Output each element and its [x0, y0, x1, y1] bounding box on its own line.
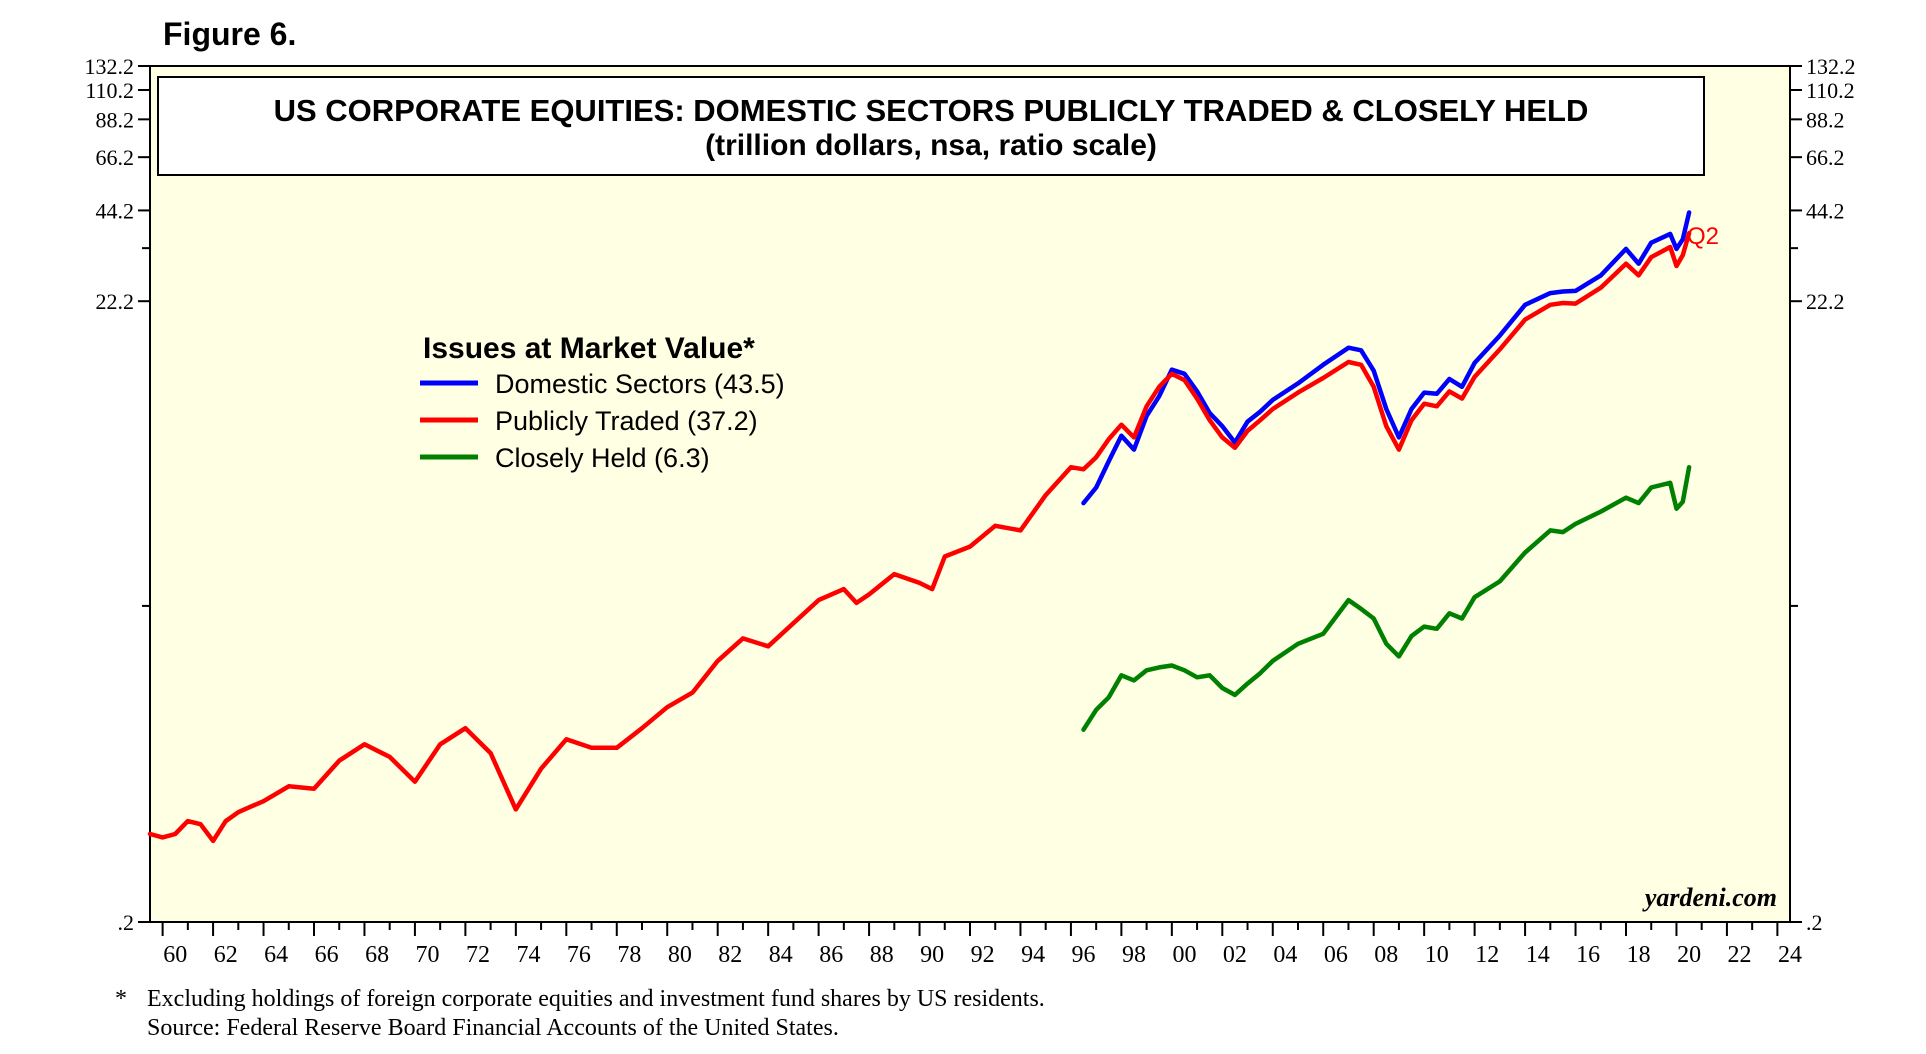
y-tick-label-right: 66.2 — [1806, 145, 1845, 170]
x-tick-label: 02 — [1223, 942, 1247, 968]
x-tick-label: 64 — [264, 942, 288, 968]
watermark: yardeni.com — [1642, 883, 1777, 912]
x-tick-label: 06 — [1324, 942, 1348, 968]
footnote-line-1: * Excluding holdings of foreign corporate… — [115, 985, 1045, 1014]
x-tick-label: 68 — [365, 942, 389, 968]
x-tick-label: 60 — [163, 942, 187, 968]
series-line-2 — [1081, 464, 1692, 732]
x-tick-label: 94 — [1021, 942, 1045, 968]
y-tick-label-right: 88.2 — [1806, 107, 1845, 132]
x-tick-label: 80 — [668, 942, 692, 968]
x-tick-label: 24 — [1778, 942, 1802, 968]
y-tick-label-right: 44.2 — [1806, 198, 1845, 223]
footnote-text: Excluding holdings of foreign corporate … — [147, 986, 1045, 1012]
x-tick-label: 00 — [1172, 942, 1196, 968]
x-tick-label: 22 — [1728, 942, 1752, 968]
x-tick-label: 72 — [466, 942, 490, 968]
footnote: * Excluding holdings of foreign corporate… — [115, 985, 1045, 1043]
footnote-source: Source: Federal Reserve Board Financial … — [147, 1015, 839, 1041]
x-tick-label: 96 — [1072, 942, 1096, 968]
x-tick-label: 74 — [516, 942, 540, 968]
x-tick-label: 90 — [920, 942, 944, 968]
footnote-marker: * — [115, 986, 127, 1012]
x-tick-label: 10 — [1425, 942, 1449, 968]
x-tick-label: 20 — [1677, 942, 1701, 968]
y-tick-label-right: 22.2 — [1806, 289, 1845, 314]
legend-label: Closely Held (6.3) — [495, 443, 710, 473]
y-tick-label-right: 132.2 — [1806, 54, 1856, 79]
figure-label: Figure 6. — [163, 16, 297, 52]
x-tick-label: 66 — [315, 942, 339, 968]
title-box — [157, 76, 1705, 176]
x-tick-label: 82 — [718, 942, 742, 968]
legend-label: Domestic Sectors (43.5) — [495, 369, 785, 399]
x-tick-label: 98 — [1122, 942, 1146, 968]
x-tick-label: 70 — [416, 942, 440, 968]
x-tick-label: 14 — [1526, 942, 1550, 968]
x-tick-label: 78 — [617, 942, 641, 968]
x-tick-label: 04 — [1273, 942, 1297, 968]
legend: Domestic Sectors (43.5) Publicly Traded (… — [420, 369, 785, 473]
y-tick-label-left: 110.2 — [85, 78, 134, 103]
chart-subtitle: (trillion dollars, nsa, ratio scale) — [705, 129, 1157, 162]
legend-label: Publicly Traded (37.2) — [495, 406, 758, 436]
y-tick-label-left: 22.2 — [96, 289, 135, 314]
x-tick-label: 18 — [1627, 942, 1651, 968]
chart-title: US CORPORATE EQUITIES: DOMESTIC SECTORS … — [274, 93, 1589, 128]
series-group — [147, 210, 1692, 844]
x-tick-label: 62 — [214, 942, 238, 968]
x-tick-label: 84 — [769, 942, 793, 968]
y-tick-label-left: 132.2 — [85, 54, 135, 79]
legend-title: Issues at Market Value* — [423, 332, 755, 365]
y-tick-label-left: 88.2 — [96, 107, 135, 132]
x-tick-label: 08 — [1374, 942, 1398, 968]
x-tick-label: 16 — [1576, 942, 1600, 968]
y-tick-label-right: 110.2 — [1806, 78, 1855, 103]
x-tick-label: 76 — [567, 942, 591, 968]
plot-area — [149, 65, 1791, 923]
y-tick-label-left: 66.2 — [96, 145, 135, 170]
series-line-1 — [147, 230, 1692, 844]
x-axis: 60 62 64 66 68 70 72 74 76 78 80 82 84 86 88 90 92 94 96 98… — [161, 922, 1802, 968]
x-tick-label: 12 — [1475, 942, 1499, 968]
y-tick-label-right: .2 — [1806, 910, 1823, 935]
x-tick-label: 92 — [971, 942, 995, 968]
x-tick-label: 86 — [819, 942, 843, 968]
latest-quarter-label: Q2 — [1687, 223, 1719, 250]
y-tick-label-left: .2 — [118, 910, 135, 935]
x-tick-label: 88 — [870, 942, 894, 968]
y-tick-label-left: 44.2 — [96, 198, 135, 223]
